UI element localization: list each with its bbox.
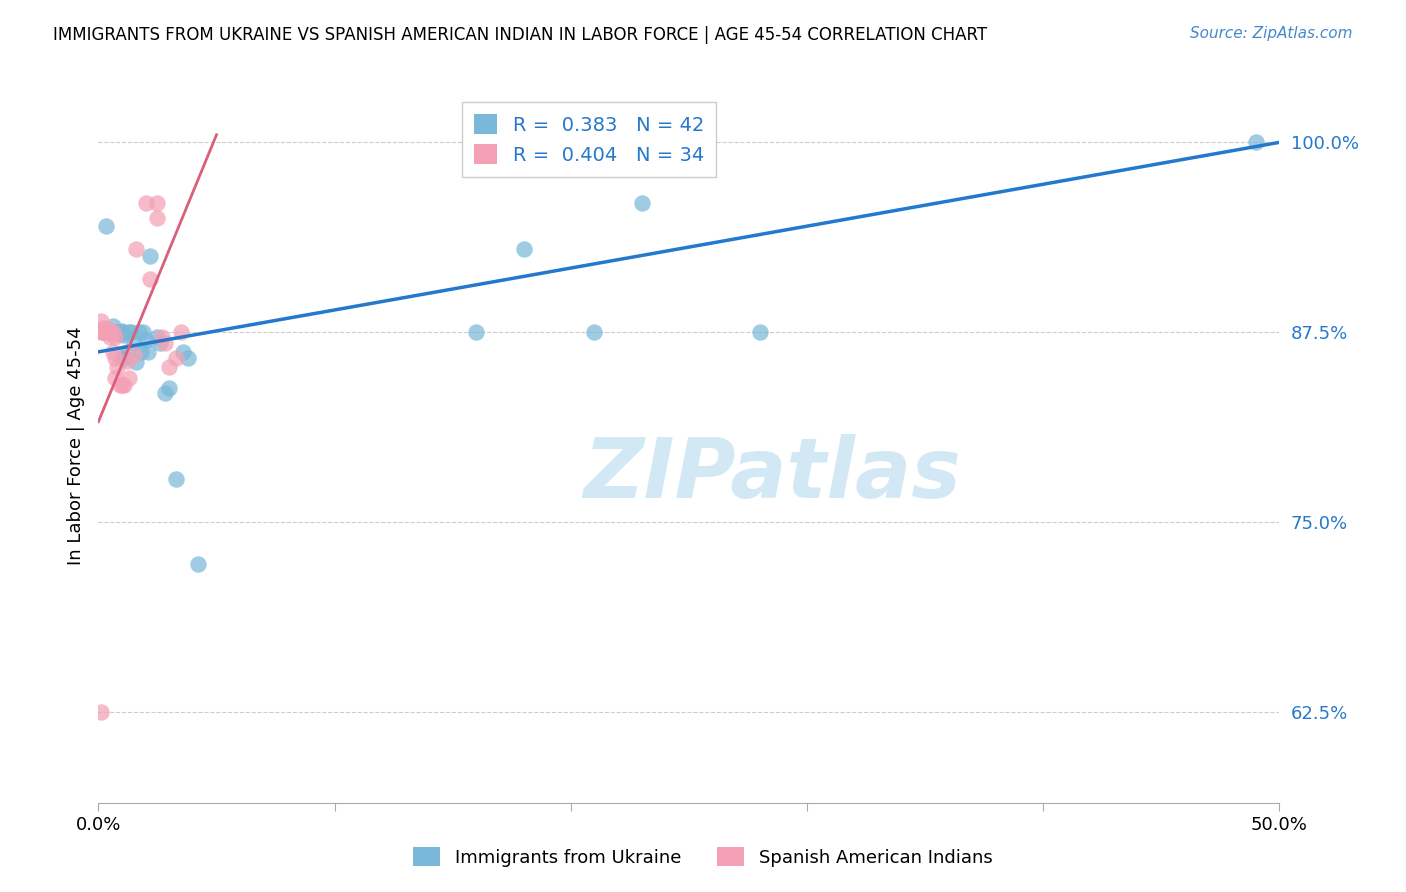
Point [98, 329, 121, 343]
Point [583, 325, 606, 339]
Legend: R =  0.383   N = 42, R =  0.404   N = 34: R = 0.383 N = 42, R = 0.404 N = 34 [463, 103, 716, 177]
Point [121, 325, 143, 339]
Point [98, 325, 121, 339]
Point [97, 325, 120, 339]
Point [108, 325, 131, 339]
Point [111, 378, 134, 392]
Point [128, 325, 150, 339]
Point [153, 385, 176, 400]
Text: Source: ZipAtlas.com: Source: ZipAtlas.com [1189, 26, 1353, 41]
Point [139, 249, 162, 263]
Point [104, 329, 127, 343]
Point [108, 326, 131, 341]
Point [101, 325, 124, 339]
Point [1244, 136, 1267, 150]
Point [90, 705, 112, 719]
Point [157, 359, 180, 374]
Y-axis label: In Labor Force | Age 45-54: In Labor Force | Age 45-54 [66, 326, 84, 566]
Text: ZIPatlas: ZIPatlas [582, 434, 960, 515]
Point [122, 335, 145, 350]
Point [94, 325, 117, 339]
Point [165, 351, 187, 365]
Point [115, 344, 138, 359]
Point [97, 325, 120, 339]
Point [111, 325, 134, 339]
Point [104, 351, 127, 365]
Point [149, 335, 172, 350]
Point [105, 325, 128, 339]
Point [150, 329, 173, 343]
Point [90, 314, 112, 328]
Point [91, 320, 114, 334]
Point [118, 370, 141, 384]
Point [165, 472, 187, 486]
Point [139, 272, 162, 286]
Point [187, 558, 209, 572]
Point [94, 322, 117, 336]
Text: IMMIGRANTS FROM UKRAINE VS SPANISH AMERICAN INDIAN IN LABOR FORCE | AGE 45-54 CO: IMMIGRANTS FROM UKRAINE VS SPANISH AMERI… [53, 26, 987, 44]
Point [465, 325, 488, 339]
Point [111, 351, 134, 365]
Point [136, 344, 159, 359]
Point [112, 351, 135, 365]
Point [170, 325, 193, 339]
Point [104, 325, 127, 339]
Point [98, 324, 121, 338]
Point [101, 325, 124, 339]
Point [115, 354, 138, 368]
Point [153, 335, 176, 350]
Point [146, 196, 169, 211]
Point [125, 355, 148, 369]
Point [146, 329, 169, 343]
Point [112, 378, 135, 392]
Point [748, 325, 770, 339]
Point [104, 370, 127, 384]
Point [90, 325, 112, 339]
Point [512, 242, 534, 256]
Point [97, 322, 120, 336]
Point [135, 196, 157, 211]
Point [630, 196, 652, 211]
Point [105, 325, 128, 339]
Point [177, 351, 200, 365]
Legend: Immigrants from Ukraine, Spanish American Indians: Immigrants from Ukraine, Spanish America… [406, 840, 1000, 874]
Point [94, 219, 117, 233]
Point [172, 344, 194, 359]
Point [118, 325, 141, 339]
Point [146, 211, 169, 226]
Point [91, 325, 114, 339]
Point [91, 324, 114, 338]
Point [112, 328, 135, 343]
Point [125, 242, 148, 256]
Point [135, 333, 157, 347]
Point [101, 319, 124, 334]
Point [132, 325, 155, 339]
Point [108, 378, 131, 392]
Point [101, 344, 124, 359]
Point [157, 381, 180, 395]
Point [129, 344, 152, 359]
Point [122, 348, 145, 362]
Point [104, 325, 127, 339]
Point [90, 324, 112, 338]
Point [111, 324, 134, 338]
Point [105, 359, 128, 374]
